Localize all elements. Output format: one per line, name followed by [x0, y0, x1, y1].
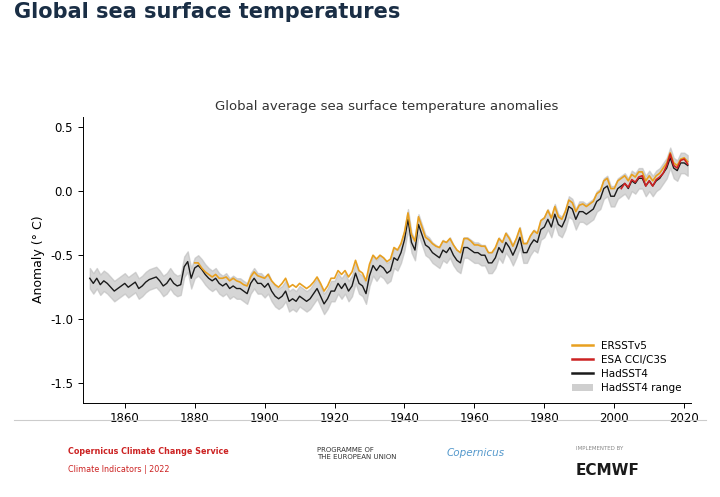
Text: Copernicus Climate Change Service: Copernicus Climate Change Service	[68, 447, 229, 456]
Legend: ERSSTv5, ESA CCI/C3S, HadSST4, HadSST4 range: ERSSTv5, ESA CCI/C3S, HadSST4, HadSST4 r…	[568, 336, 686, 398]
Y-axis label: Anomaly (° C): Anomaly (° C)	[32, 216, 45, 304]
Title: Global average sea surface temperature anomalies: Global average sea surface temperature a…	[215, 100, 559, 113]
Text: PROGRAMME OF
THE EUROPEAN UNION: PROGRAMME OF THE EUROPEAN UNION	[317, 447, 396, 460]
Text: Global sea surface temperatures: Global sea surface temperatures	[14, 2, 401, 22]
Text: IMPLEMENTED BY: IMPLEMENTED BY	[576, 446, 624, 451]
Text: Copernicus: Copernicus	[446, 448, 505, 458]
Text: ECMWF: ECMWF	[576, 463, 640, 478]
Text: Climate Indicators | 2022: Climate Indicators | 2022	[68, 465, 170, 474]
